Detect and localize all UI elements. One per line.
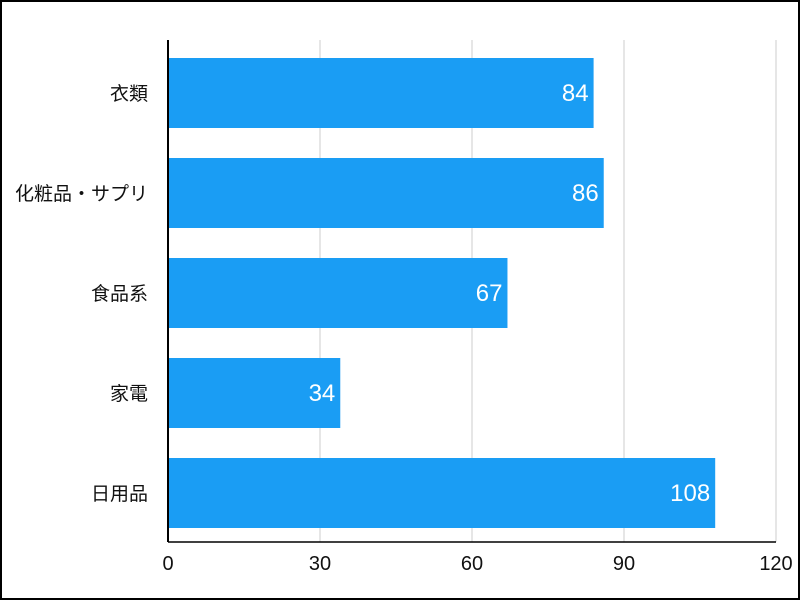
bar-4 [168, 458, 716, 528]
bar-2 [168, 258, 508, 328]
value-label-3: 34 [309, 380, 336, 407]
x-tick-label-120: 120 [759, 553, 792, 575]
axis-layer [167, 40, 776, 543]
value-label-1: 86 [572, 180, 599, 207]
bar-layer [168, 58, 716, 528]
bar-3 [168, 358, 341, 428]
value-label-4: 108 [670, 480, 710, 507]
value-label-0: 84 [562, 80, 589, 107]
category-label-2: 食品系 [91, 283, 148, 305]
bar-0 [168, 58, 594, 128]
category-label-0: 衣類 [110, 83, 148, 105]
x-tick-label-0: 0 [162, 553, 173, 575]
value-label-2: 67 [476, 280, 503, 307]
category-label-1: 化粧品・サプリ [15, 183, 148, 205]
bar-1 [168, 158, 604, 228]
x-tick-label-30: 30 [309, 553, 331, 575]
category-label-3: 家電 [110, 383, 148, 405]
category-label-4: 日用品 [91, 483, 148, 505]
x-tick-label-60: 60 [461, 553, 483, 575]
x-tick-label-90: 90 [613, 553, 635, 575]
label-layer: 0 30 60 90 120 84 衣類 86 化粧品・サプリ 67 食品系 34 家電 108 日用品 [15, 80, 793, 575]
